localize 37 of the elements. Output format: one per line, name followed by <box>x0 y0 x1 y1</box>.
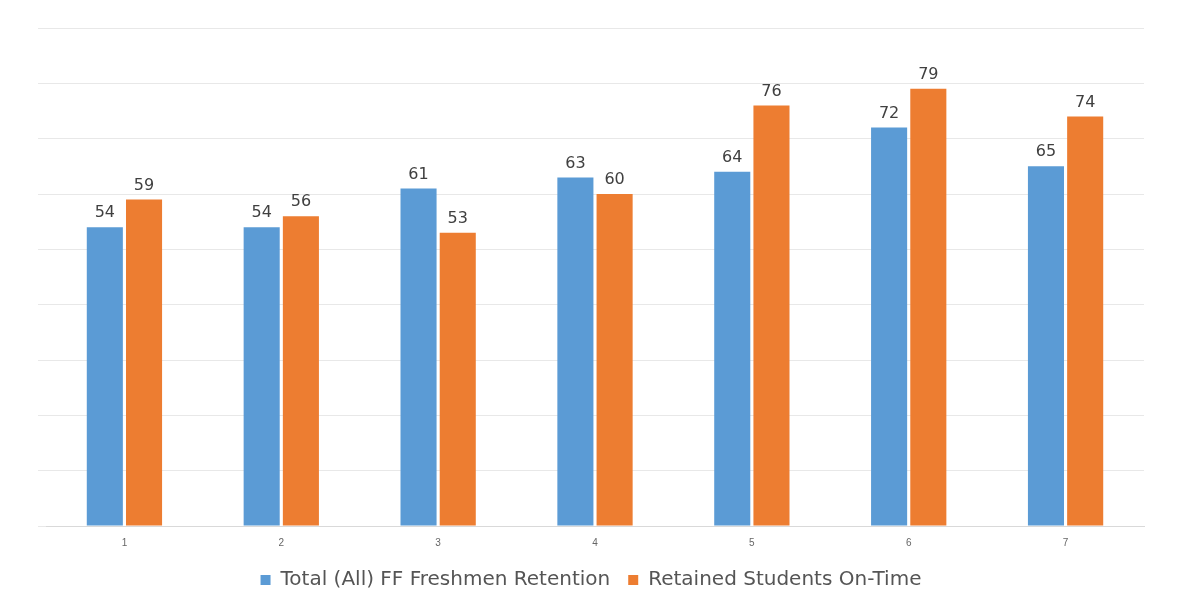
x-tick-label: 2 <box>278 536 285 548</box>
bar <box>753 105 790 526</box>
data-label: 53 <box>447 207 468 227</box>
legend-label: Total (All) FF Freshmen Retention <box>279 566 611 591</box>
bar <box>714 171 751 526</box>
x-tick-label: 4 <box>592 536 599 548</box>
bar <box>871 127 908 526</box>
data-label: 54 <box>94 202 115 222</box>
data-label: 76 <box>761 80 782 100</box>
x-tick-label: 7 <box>1062 536 1069 548</box>
data-label: 79 <box>918 64 939 84</box>
x-tick-label: 3 <box>435 536 442 548</box>
bar <box>1027 166 1064 526</box>
data-label: 63 <box>565 152 586 172</box>
bar <box>282 216 319 526</box>
bar <box>86 227 123 526</box>
x-tick-label: 5 <box>749 536 756 548</box>
bar <box>1067 116 1104 526</box>
data-label: 54 <box>251 202 272 222</box>
data-label: 64 <box>722 147 743 167</box>
bar <box>439 232 476 526</box>
data-label: 65 <box>1035 141 1057 161</box>
bar <box>910 88 947 526</box>
bar <box>400 188 437 526</box>
legend-label: Retained Students On-Time <box>648 566 922 591</box>
bar <box>596 194 633 526</box>
data-label: 72 <box>878 102 900 122</box>
data-label: 61 <box>408 163 429 183</box>
bar <box>557 177 594 526</box>
x-tick-label: 1 <box>121 536 128 548</box>
bar <box>126 199 163 526</box>
x-tick-label: 6 <box>905 536 912 548</box>
data-label: 74 <box>1075 91 1096 111</box>
bar <box>243 227 280 526</box>
data-label: 56 <box>290 191 312 211</box>
data-label: 60 <box>604 169 625 189</box>
data-label: 59 <box>133 174 155 194</box>
